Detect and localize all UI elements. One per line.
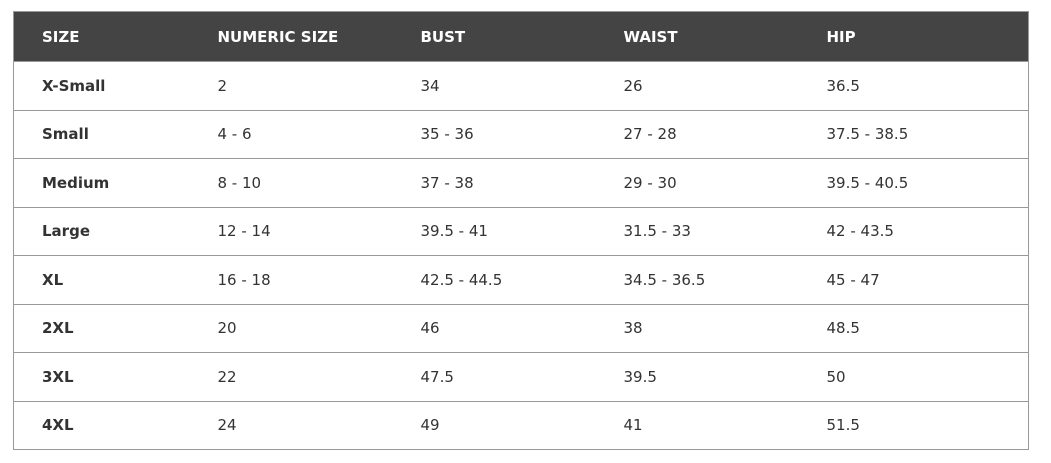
size-chart-table: SIZE NUMERIC SIZE BUST WAIST HIP X-Small 2 34 2… xyxy=(13,11,1029,450)
table-cell: 3XL xyxy=(13,352,190,401)
table-cell: 34.5 - 36.5 xyxy=(595,255,799,304)
table-cell: 47.5 xyxy=(392,352,596,401)
table-cell: 29 - 30 xyxy=(595,158,799,207)
table-row: 4XL 24 49 41 51.5 xyxy=(13,400,1029,450)
table-cell: 24 xyxy=(189,400,393,450)
table-cell: 41 xyxy=(595,400,799,450)
column-header: SIZE xyxy=(13,11,190,62)
table-cell: 8 - 10 xyxy=(189,158,393,207)
table-row: Medium 8 - 10 37 - 38 29 - 30 39.5 - 40.5 xyxy=(13,158,1029,207)
table-cell: Large xyxy=(13,206,190,256)
table-cell: 16 - 18 xyxy=(189,255,393,304)
table-cell: 12 - 14 xyxy=(189,206,393,256)
table-cell: 20 xyxy=(189,303,393,353)
table-cell: 31.5 - 33 xyxy=(595,206,799,256)
table-cell: 42.5 - 44.5 xyxy=(392,255,596,304)
header-row: SIZE NUMERIC SIZE BUST WAIST HIP xyxy=(13,11,1029,62)
table-row: X-Small 2 34 26 36.5 xyxy=(13,61,1029,110)
table-cell: 39.5 - 40.5 xyxy=(798,158,1029,207)
table-cell: 51.5 xyxy=(798,400,1029,450)
table-cell: 27 - 28 xyxy=(595,109,799,159)
table-cell: 2 xyxy=(189,61,393,110)
table-row: 3XL 22 47.5 39.5 50 xyxy=(13,352,1029,401)
table-cell: 48.5 xyxy=(798,303,1029,353)
table-cell: Small xyxy=(13,109,190,159)
table-cell: XL xyxy=(13,255,190,304)
table-cell: 37.5 - 38.5 xyxy=(798,109,1029,159)
table-cell: 35 - 36 xyxy=(392,109,596,159)
table-cell: 50 xyxy=(798,352,1029,401)
column-header: BUST xyxy=(392,11,596,62)
column-header: NUMERIC SIZE xyxy=(189,11,393,62)
table-cell: 38 xyxy=(595,303,799,353)
column-header: HIP xyxy=(798,11,1029,62)
table-cell: 34 xyxy=(392,61,596,110)
table-cell: X-Small xyxy=(13,61,190,110)
table-row: Small 4 - 6 35 - 36 27 - 28 37.5 - 38.5 xyxy=(13,109,1029,159)
table-cell: 49 xyxy=(392,400,596,450)
table-cell: 4 - 6 xyxy=(189,109,393,159)
table-cell: 4XL xyxy=(13,400,190,450)
table-cell: 2XL xyxy=(13,303,190,353)
table-cell: 39.5 - 41 xyxy=(392,206,596,256)
table-row: 2XL 20 46 38 48.5 xyxy=(13,303,1029,353)
column-header: WAIST xyxy=(595,11,799,62)
table-cell: 45 - 47 xyxy=(798,255,1029,304)
table-cell: 26 xyxy=(595,61,799,110)
table-cell: Medium xyxy=(13,158,190,207)
table-cell: 42 - 43.5 xyxy=(798,206,1029,256)
table-cell: 22 xyxy=(189,352,393,401)
table-cell: 46 xyxy=(392,303,596,353)
table-row: XL 16 - 18 42.5 - 44.5 34.5 - 36.5 45 - 47 xyxy=(13,255,1029,304)
table-cell: 37 - 38 xyxy=(392,158,596,207)
table-cell: 36.5 xyxy=(798,61,1029,110)
table-row: Large 12 - 14 39.5 - 41 31.5 - 33 42 - 43.5 xyxy=(13,206,1029,256)
table-cell: 39.5 xyxy=(595,352,799,401)
